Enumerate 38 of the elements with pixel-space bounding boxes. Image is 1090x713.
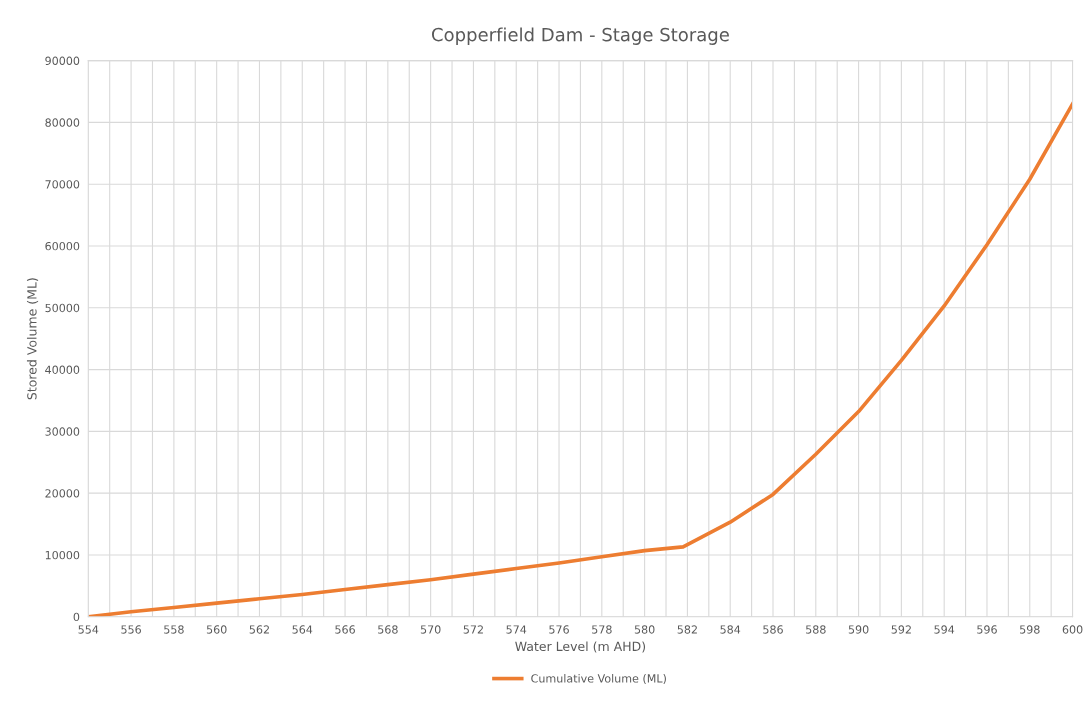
x-tick-label: 584 — [720, 625, 741, 634]
x-tick-label: 556 — [121, 625, 141, 634]
y-tick-label: 70000 — [45, 180, 80, 189]
y-axis-title: Stored Volume (ML) — [26, 278, 39, 400]
x-tick-label: 590 — [848, 625, 869, 634]
x-tick-label: 554 — [78, 625, 99, 634]
x-tick-label: 582 — [677, 625, 697, 634]
x-tick-label: 566 — [335, 625, 355, 634]
legend-label: Cumulative Volume (ML) — [531, 674, 666, 684]
x-tick-label: 560 — [206, 625, 227, 634]
x-tick-label: 578 — [592, 625, 612, 634]
y-tick-label: 30000 — [45, 427, 80, 436]
x-tick-label: 592 — [891, 625, 911, 634]
y-tick-label: 10000 — [45, 550, 80, 560]
x-tick-label: 568 — [378, 625, 398, 634]
x-tick-label: 586 — [763, 625, 783, 634]
y-tick-label: 50000 — [45, 303, 80, 313]
x-tick-label: 596 — [977, 625, 997, 634]
x-tick-label: 598 — [1020, 625, 1040, 634]
x-tick-label: 594 — [934, 625, 955, 634]
x-axis-title: Water Level (m AHD) — [515, 641, 646, 653]
x-tick-label: 600 — [1062, 625, 1083, 634]
x-tick-label: 562 — [249, 625, 269, 634]
y-tick-label: 40000 — [45, 365, 80, 374]
y-tick-label: 80000 — [45, 118, 80, 127]
x-tick-label: 558 — [164, 625, 184, 634]
y-tick-label: 60000 — [45, 241, 80, 251]
x-tick-label: 576 — [549, 625, 569, 634]
y-tick-label: 90000 — [45, 56, 80, 65]
x-tick-label: 580 — [634, 625, 655, 634]
x-tick-label: 572 — [463, 625, 483, 634]
x-tick-label: 574 — [506, 625, 527, 634]
x-tick-label: 564 — [292, 625, 313, 634]
x-tick-label: 588 — [806, 625, 826, 634]
chart-title: Copperfield Dam - Stage Storage — [431, 27, 729, 45]
y-tick-label: 0 — [73, 612, 80, 622]
x-tick-label: 570 — [420, 625, 441, 634]
y-tick-label: 20000 — [45, 489, 80, 498]
